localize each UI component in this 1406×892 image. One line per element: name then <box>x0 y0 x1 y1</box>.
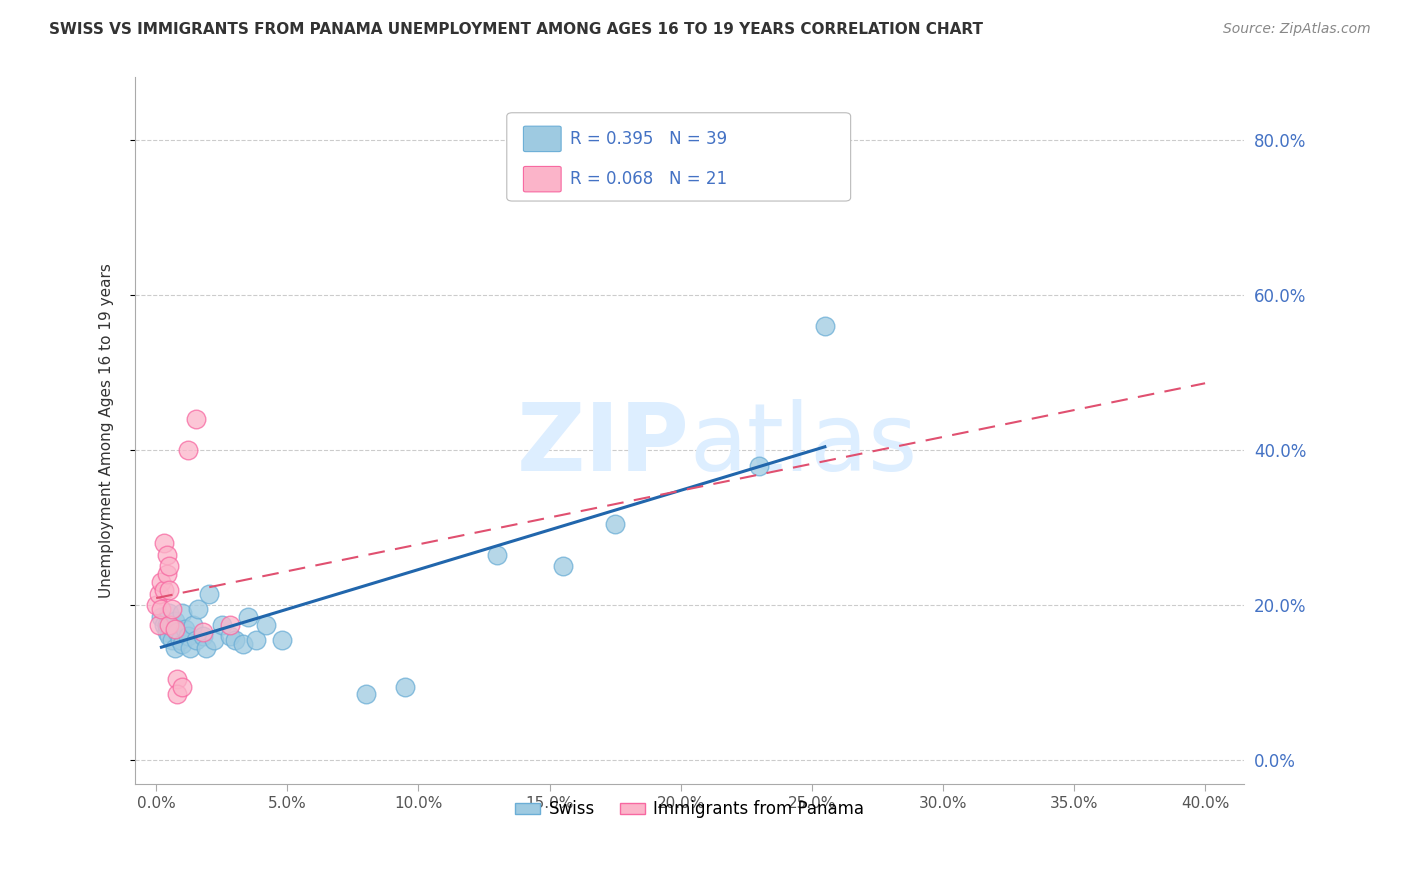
Point <box>157 617 180 632</box>
Point <box>166 688 188 702</box>
Point <box>156 567 179 582</box>
Point <box>156 548 179 562</box>
Point <box>150 574 173 589</box>
Point <box>211 617 233 632</box>
Point <box>160 617 183 632</box>
Point <box>174 622 197 636</box>
Point <box>166 672 188 686</box>
Point <box>157 629 180 643</box>
Point <box>551 559 574 574</box>
Point <box>163 614 186 628</box>
Point <box>232 637 254 651</box>
Text: R = 0.395   N = 39: R = 0.395 N = 39 <box>569 130 727 148</box>
Point <box>271 633 294 648</box>
Point <box>157 606 180 620</box>
Point <box>163 622 186 636</box>
Point <box>193 629 215 643</box>
Text: ZIP: ZIP <box>517 399 690 491</box>
Point <box>202 633 225 648</box>
Point <box>193 625 215 640</box>
Point <box>148 586 170 600</box>
Point <box>354 688 377 702</box>
Point <box>218 629 240 643</box>
Point <box>172 606 194 620</box>
Point <box>153 582 176 597</box>
Point <box>156 625 179 640</box>
FancyBboxPatch shape <box>523 167 561 192</box>
Point <box>176 442 198 457</box>
Point <box>166 625 188 640</box>
Text: R = 0.068   N = 21: R = 0.068 N = 21 <box>569 170 727 188</box>
Point <box>176 629 198 643</box>
Point <box>814 318 837 333</box>
Point <box>184 633 207 648</box>
Point <box>153 536 176 550</box>
FancyBboxPatch shape <box>523 126 561 152</box>
Text: SWISS VS IMMIGRANTS FROM PANAMA UNEMPLOYMENT AMONG AGES 16 TO 19 YEARS CORRELATI: SWISS VS IMMIGRANTS FROM PANAMA UNEMPLOY… <box>49 22 983 37</box>
Point <box>150 610 173 624</box>
Text: atlas: atlas <box>690 399 918 491</box>
Point <box>394 680 416 694</box>
Point <box>224 633 246 648</box>
Point <box>163 640 186 655</box>
Point <box>160 602 183 616</box>
Point <box>195 640 218 655</box>
Point <box>748 458 770 473</box>
Point <box>156 617 179 632</box>
Point <box>218 617 240 632</box>
Y-axis label: Unemployment Among Ages 16 to 19 years: Unemployment Among Ages 16 to 19 years <box>100 263 114 598</box>
Point <box>236 610 259 624</box>
Point <box>245 633 267 648</box>
Point <box>153 617 176 632</box>
Point <box>169 633 191 648</box>
Point <box>184 412 207 426</box>
Point <box>150 602 173 616</box>
Point <box>181 617 204 632</box>
Text: Source: ZipAtlas.com: Source: ZipAtlas.com <box>1223 22 1371 37</box>
Point <box>172 637 194 651</box>
Point <box>157 582 180 597</box>
Point <box>179 640 201 655</box>
Point <box>187 602 209 616</box>
Point <box>157 559 180 574</box>
Point <box>486 548 509 562</box>
FancyBboxPatch shape <box>506 112 851 201</box>
Point <box>254 617 277 632</box>
Point <box>145 598 167 612</box>
Point <box>160 633 183 648</box>
Legend: Swiss, Immigrants from Panama: Swiss, Immigrants from Panama <box>509 794 870 825</box>
Point <box>603 516 626 531</box>
Point <box>172 680 194 694</box>
Point <box>197 586 219 600</box>
Point <box>148 617 170 632</box>
